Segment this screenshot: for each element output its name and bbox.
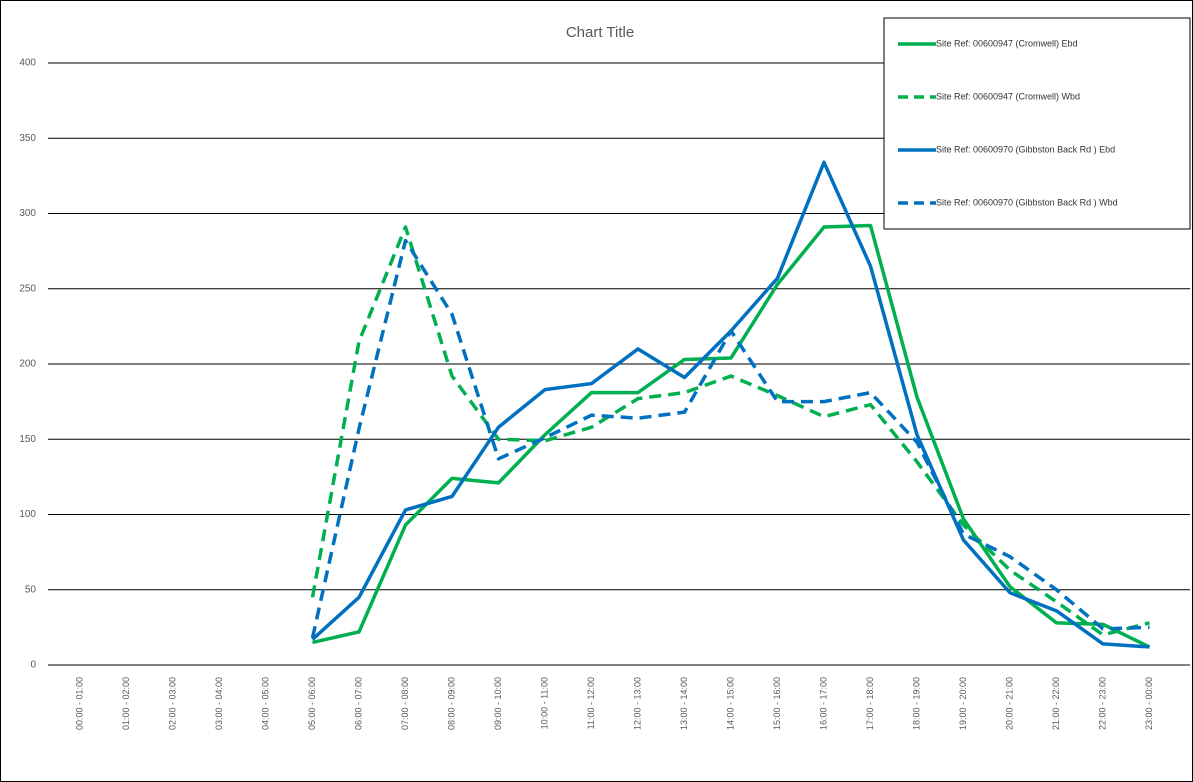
x-tick-label: 23:00 - 00:00 — [1144, 677, 1154, 730]
x-tick-label: 08:00 - 09:00 — [446, 677, 456, 730]
x-tick-label: 12:00 - 13:00 — [632, 677, 642, 730]
y-tick-label: 400 — [19, 58, 36, 69]
x-tick-label: 03:00 - 04:00 — [214, 677, 224, 730]
x-tick-label: 05:00 - 06:00 — [307, 677, 317, 730]
y-tick-label: 300 — [19, 208, 36, 219]
x-tick-label: 13:00 - 14:00 — [679, 677, 689, 730]
x-tick-label: 19:00 - 20:00 — [958, 677, 968, 730]
x-tick-label: 06:00 - 07:00 — [353, 677, 363, 730]
x-tick-label: 14:00 - 15:00 — [725, 677, 735, 730]
y-tick-label: 250 — [19, 283, 36, 294]
legend-label: Site Ref: 00600970 (Gibbston Back Rd ) W… — [936, 197, 1118, 207]
y-tick-label: 0 — [30, 660, 36, 671]
x-tick-label: 09:00 - 10:00 — [493, 677, 503, 730]
x-tick-label: 00:00 - 01:00 — [74, 677, 84, 730]
x-tick-label: 01:00 - 02:00 — [121, 677, 131, 730]
x-tick-label: 18:00 - 19:00 — [911, 677, 921, 730]
data-line — [310, 225, 1150, 637]
y-tick-label: 50 — [25, 584, 37, 595]
x-tick-label: 10:00 - 11:00 — [539, 677, 549, 729]
data-line — [312, 223, 1151, 649]
x-tick-label: 11:00 - 12:00 — [586, 677, 596, 729]
x-tick-label: 20:00 - 21:00 — [1004, 677, 1014, 730]
legend-box — [883, 17, 1191, 230]
x-tick-label: 16:00 - 17:00 — [818, 677, 828, 730]
legend-label: Site Ref: 00600947 (Cromwell) Wbd — [936, 91, 1080, 101]
x-tick-label: 04:00 - 05:00 — [260, 677, 270, 730]
chart-title: Chart Title — [566, 24, 634, 41]
x-tick-label: 07:00 - 08:00 — [400, 677, 410, 730]
data-line — [310, 238, 1150, 639]
y-tick-label: 100 — [19, 509, 36, 520]
y-tick-label: 200 — [19, 359, 36, 370]
x-tick-label: 21:00 - 22:00 — [1051, 677, 1061, 730]
x-tick-label: 02:00 - 03:00 — [167, 677, 177, 730]
x-tick-label: 15:00 - 16:00 — [772, 677, 782, 730]
y-tick-label: 350 — [19, 133, 36, 144]
legend-label: Site Ref: 00600947 (Cromwell) Ebd — [936, 38, 1078, 48]
legend-label: Site Ref: 00600970 (Gibbston Back Rd ) E… — [936, 144, 1115, 154]
x-tick-label: 17:00 - 18:00 — [865, 677, 875, 730]
y-tick-label: 150 — [19, 434, 36, 445]
x-tick-label: 22:00 - 23:00 — [1097, 677, 1107, 730]
